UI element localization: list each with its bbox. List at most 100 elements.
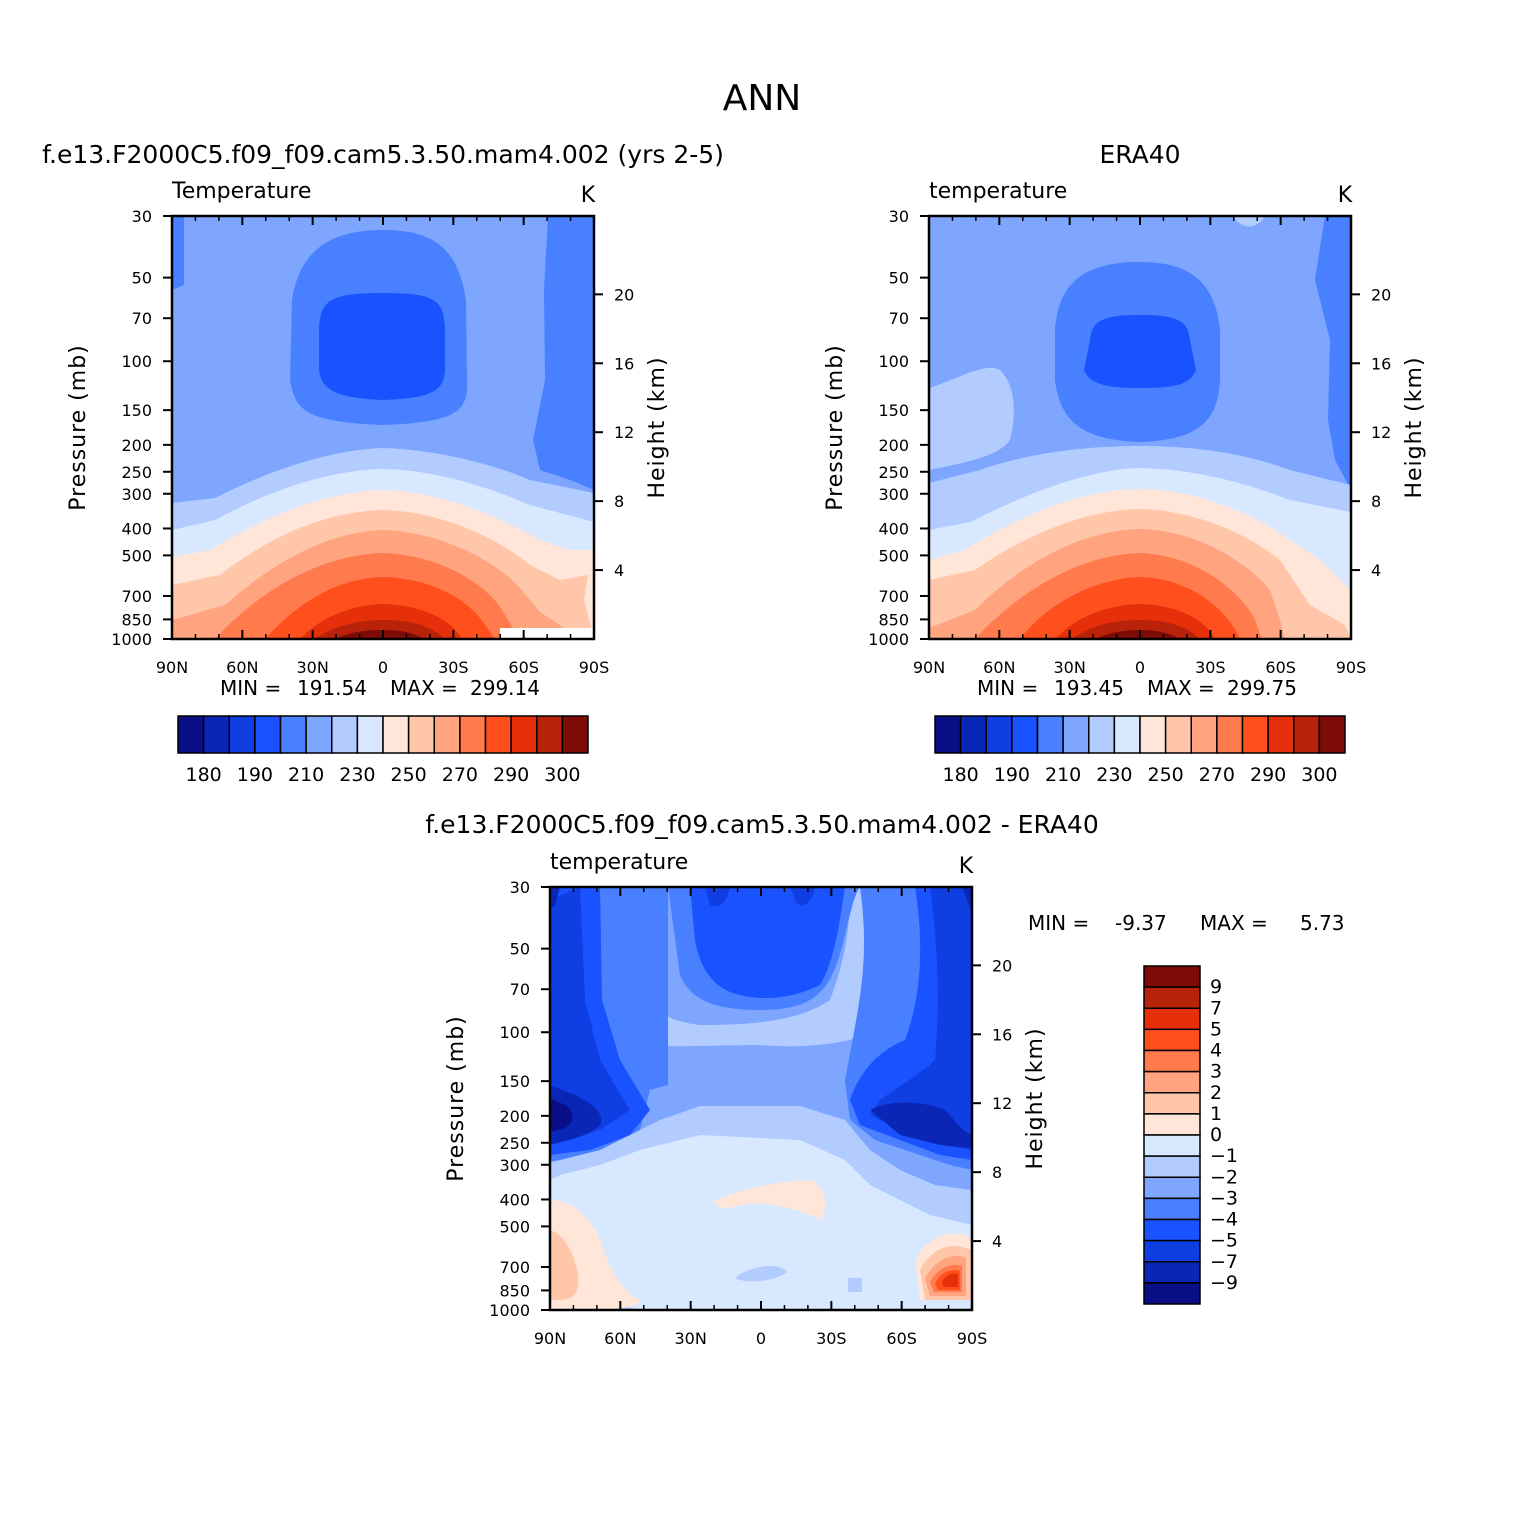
colorbar-box [1036, 715, 1064, 754]
colorbar-label: −3 [1210, 1187, 1238, 1209]
colorbar-box [1143, 1197, 1201, 1221]
contour-band [172, 216, 184, 290]
x-tick-label: 90N [913, 658, 945, 677]
colorbar-box [382, 715, 410, 754]
colorbar-label: 270 [1199, 764, 1235, 786]
y-axis-label: Pressure (mb) [444, 1015, 469, 1182]
contour-band [550, 1085, 602, 1145]
height-tick-label: 16 [614, 354, 634, 373]
colorbar-box [985, 715, 1013, 754]
colorbar-box [279, 715, 307, 754]
y-tick-label: 300 [878, 485, 909, 504]
colorbar-box [1143, 1176, 1201, 1200]
y-tick-label: 1000 [868, 630, 909, 649]
colorbar-label: 270 [442, 764, 478, 786]
colorbar-box [433, 715, 461, 754]
y-tick-label: 100 [121, 352, 152, 371]
panel-model-max: 299.14 [470, 676, 540, 700]
colorbar-label: 3 [1210, 1061, 1222, 1083]
y-tick-label: 850 [878, 610, 909, 629]
colorbar-box [1062, 715, 1090, 754]
colorbar-label: −2 [1210, 1166, 1238, 1188]
colorbar-label: 210 [288, 764, 324, 786]
contour-band [920, 1300, 972, 1310]
height-tick-label: 16 [992, 1025, 1012, 1044]
panel-model-colorbar: 180 190 210 230 250 270 290 300 [177, 715, 589, 786]
colorbar-box [1011, 715, 1039, 754]
height-tick-label: 12 [1371, 423, 1391, 442]
contour-band [870, 1102, 972, 1148]
height-tick-label: 20 [992, 956, 1012, 975]
colorbar-label: 300 [544, 764, 580, 786]
height-tick-label: 4 [992, 1232, 1002, 1251]
height-tick-label: 4 [1371, 561, 1381, 580]
colorbar-label: 180 [185, 764, 221, 786]
contour-band [550, 887, 630, 1142]
height-tick-label: 16 [1371, 354, 1391, 373]
colorbar-label: −4 [1210, 1209, 1238, 1231]
colorbar-box [177, 715, 205, 754]
colorbar-box [561, 715, 589, 754]
panel-era40-units: K [1338, 183, 1353, 208]
colorbar-box [1143, 1261, 1201, 1284]
colorbar-label: 250 [1147, 764, 1183, 786]
colorbar-box [305, 715, 333, 754]
x-tick-label: 30N [297, 658, 329, 677]
panel-model-min-label: MIN = [220, 676, 281, 700]
y-tick-label: 850 [121, 610, 152, 629]
panel-difference-field [550, 887, 972, 1310]
contour-band [715, 1180, 826, 1220]
contour-band [929, 367, 1014, 470]
colorbar-box [1143, 965, 1201, 988]
colorbar-label: 290 [493, 764, 529, 786]
x-tick-label: 60N [604, 1329, 636, 1348]
height-tick-label: 8 [1371, 492, 1381, 511]
contour-band [335, 630, 425, 639]
colorbar-box [1267, 715, 1295, 754]
colorbar-box [1143, 1049, 1201, 1073]
y-axis-label-right: Height (km) [1023, 1027, 1048, 1169]
contour-band [1084, 315, 1196, 388]
colorbar-label: 290 [1250, 764, 1286, 786]
y-tick-label: 300 [121, 485, 152, 504]
contour-band [690, 887, 845, 998]
colorbar-label: 2 [1210, 1082, 1222, 1104]
panel-difference: f.e13.F2000C5.f09_f09.cam5.3.50.mam4.002… [425, 810, 1344, 1348]
colorbar-label: 300 [1301, 764, 1337, 786]
y-tick-label: 150 [878, 401, 909, 420]
y-axis-label-right: Height (km) [1402, 356, 1427, 498]
x-tick-label: 30N [675, 1329, 707, 1348]
y-tick-label: 850 [499, 1281, 530, 1300]
y-tick-label: 400 [878, 519, 909, 538]
y-tick-label: 200 [878, 436, 909, 455]
panel-difference-max-label: MAX = [1200, 911, 1268, 935]
panel-era40-axes: 90N 60N 30N 0 30S 60S 90S 30 50 70 100 150 200 250 300… [823, 207, 1427, 677]
y-tick-label: 70 [510, 980, 530, 999]
y-tick-label: 300 [499, 1156, 530, 1175]
y-tick-label: 70 [889, 309, 909, 328]
y-axis-label: Pressure (mb) [823, 344, 848, 511]
y-tick-label: 250 [499, 1134, 530, 1153]
colorbar-box [1143, 1239, 1201, 1263]
colorbar-box [1216, 715, 1244, 754]
colorbar-label: 190 [237, 764, 273, 786]
contour-band [705, 887, 730, 907]
panel-difference-min-label: MIN = [1028, 911, 1089, 935]
y-axis-label-right: Height (km) [645, 356, 670, 498]
colorbar-label: 9 [1210, 976, 1222, 998]
panel-era40-max-label: MAX = [1147, 676, 1215, 700]
colorbar-label: 230 [1096, 764, 1132, 786]
y-axis-label: Pressure (mb) [66, 344, 91, 511]
colorbar-box [459, 715, 487, 754]
y-tick-label: 700 [878, 587, 909, 606]
x-tick-label: 60S [508, 658, 539, 677]
y-tick-label: 50 [510, 940, 530, 959]
colorbar-label: 250 [390, 764, 426, 786]
height-tick-label: 12 [992, 1094, 1012, 1113]
contour-band [319, 293, 445, 400]
x-tick-label: 60S [886, 1329, 917, 1348]
colorbar-box [1143, 1134, 1201, 1157]
contour-band [848, 1278, 862, 1292]
colorbar-box [1143, 1218, 1201, 1242]
